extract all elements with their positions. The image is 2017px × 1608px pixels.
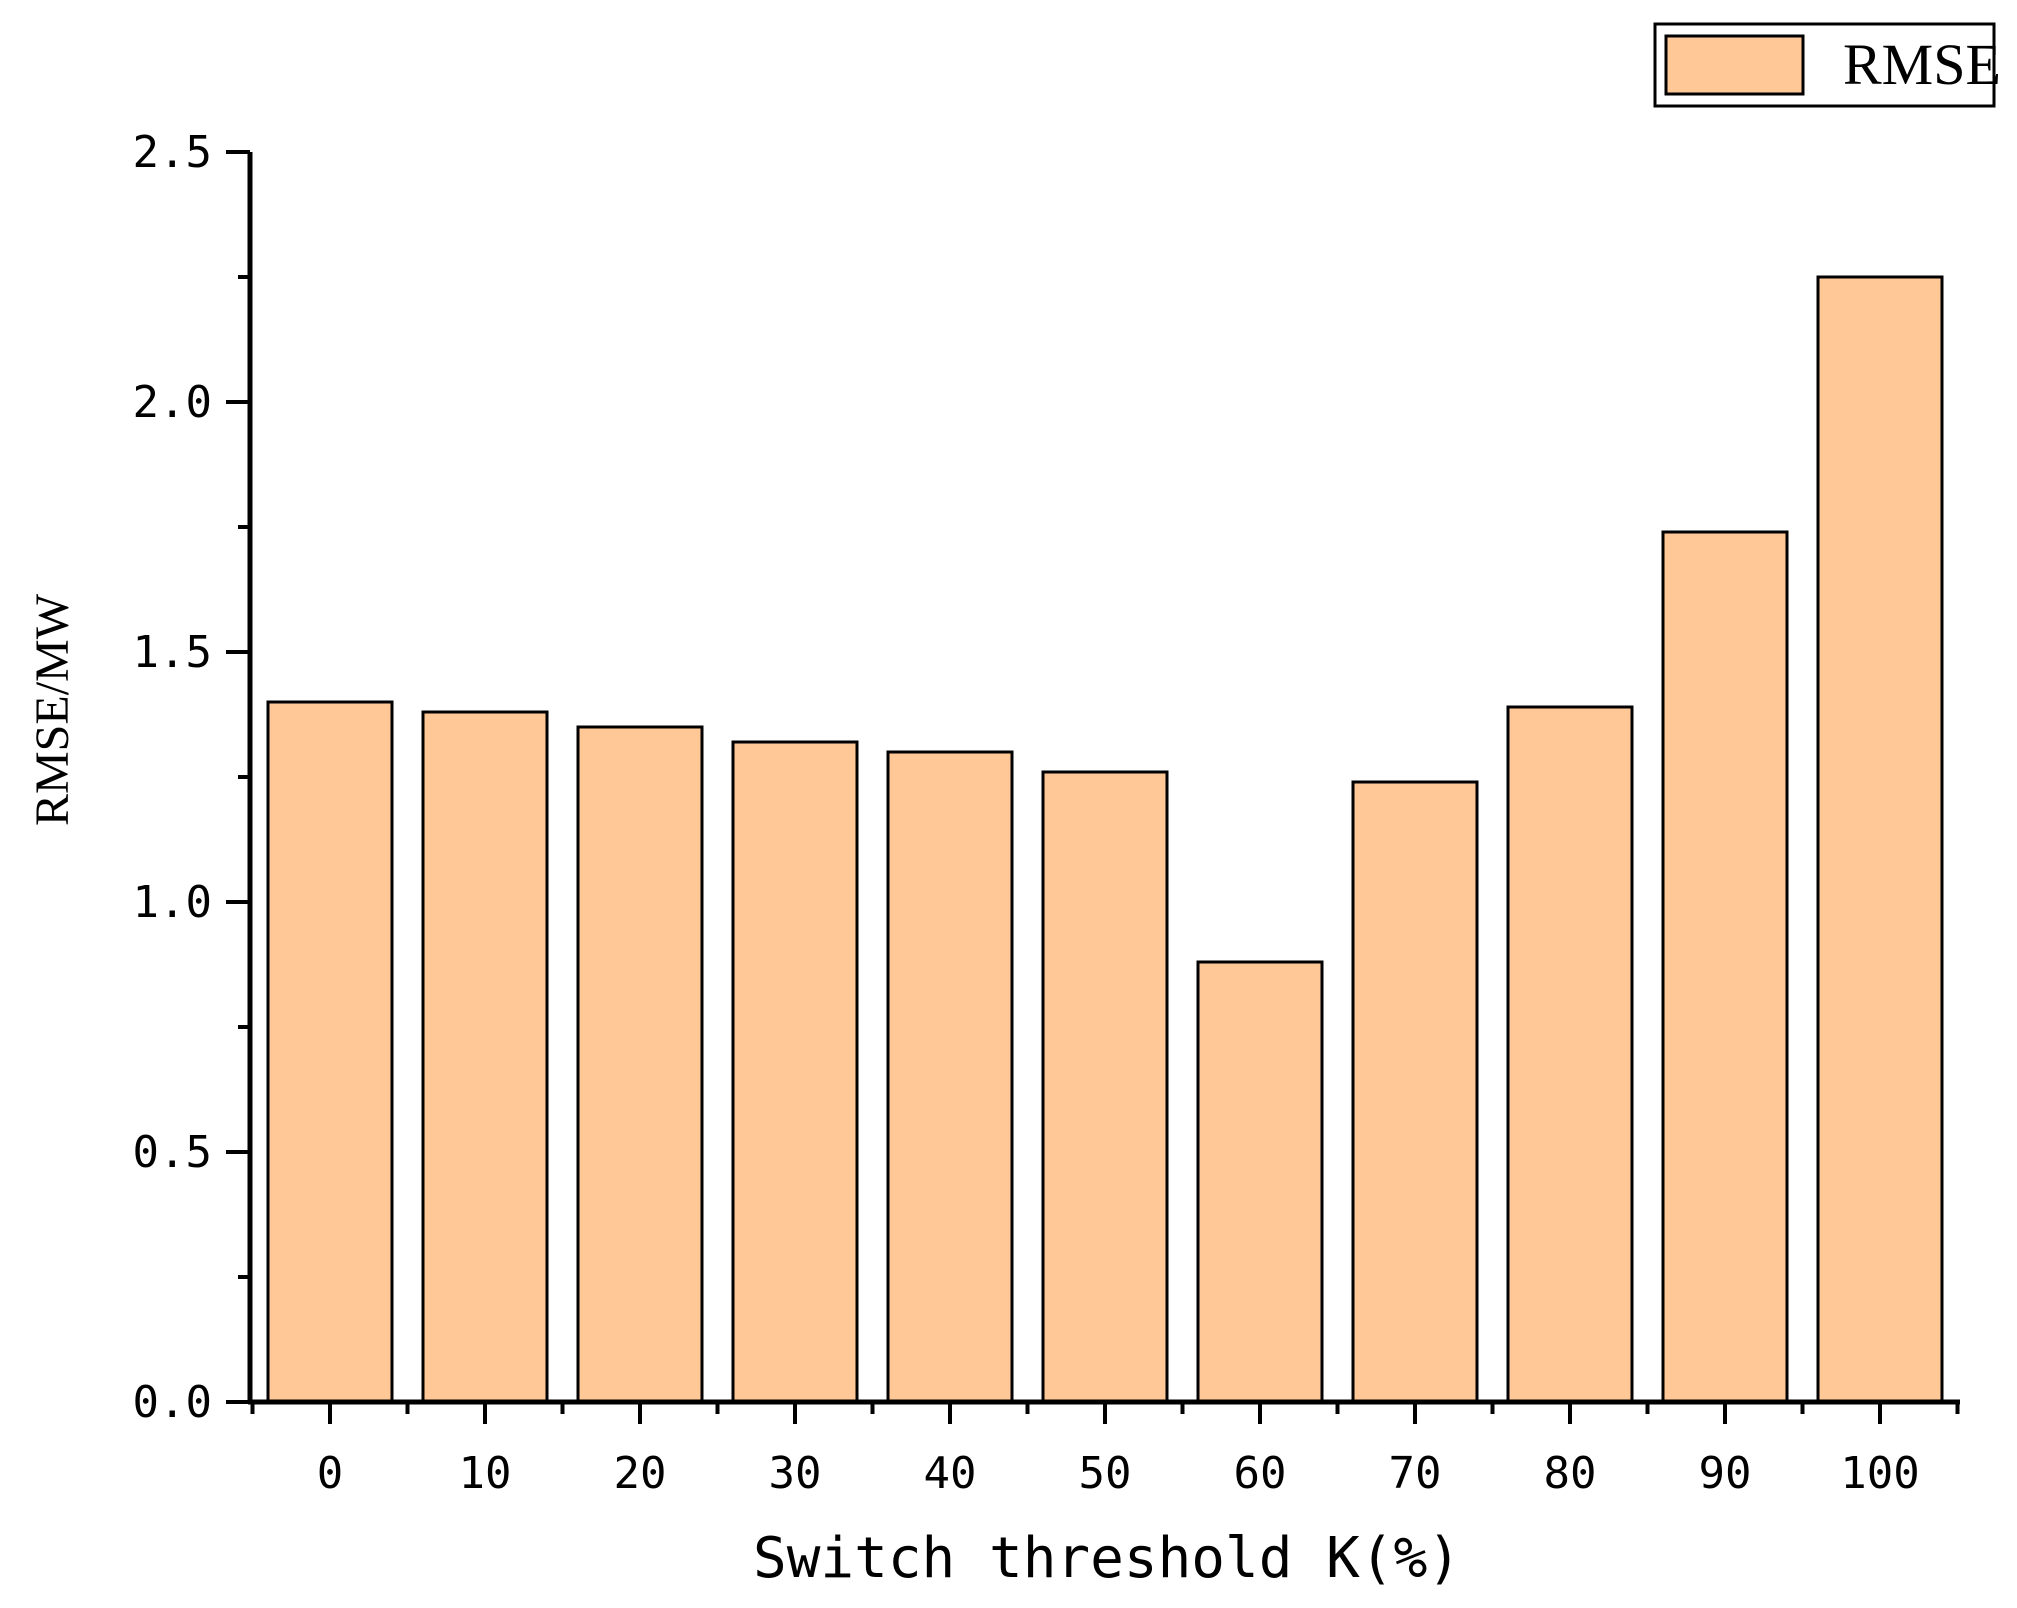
- legend-label: RMSE: [1843, 32, 2001, 97]
- x-tick-label: 30: [769, 1448, 822, 1499]
- x-tick-label: 70: [1389, 1448, 1442, 1499]
- bar-60: [1196, 960, 1324, 1404]
- y-tick-label: 2.5: [133, 127, 212, 178]
- bar-10: [421, 710, 549, 1404]
- bars-layer: [266, 275, 1944, 1404]
- x-tick-label: 50: [1079, 1448, 1132, 1499]
- y-axis-label: RMSE/MW: [26, 593, 79, 826]
- y-ticks: 0.0 0.5 1.0 1.5 2.0 2.5: [133, 127, 250, 1428]
- x-axis-label: Switch threshold K(%): [753, 1526, 1461, 1591]
- bar-40: [886, 750, 1014, 1404]
- bar-30: [731, 740, 859, 1404]
- x-ticks: 0 10 20 30 40 50 60 70 80 90 100: [250, 1402, 1960, 1499]
- x-tick-label: 40: [924, 1448, 977, 1499]
- legend-swatch: [1664, 34, 1805, 96]
- x-tick-label: 100: [1840, 1448, 1919, 1499]
- legend: RMSE: [1653, 22, 2001, 108]
- x-tick-label: 90: [1699, 1448, 1752, 1499]
- x-tick-label: 80: [1544, 1448, 1597, 1499]
- bar-70: [1351, 780, 1479, 1404]
- x-tick-label: 20: [614, 1448, 667, 1499]
- x-tick-label: 60: [1234, 1448, 1287, 1499]
- bar-90: [1661, 530, 1789, 1404]
- y-tick-label: 2.0: [133, 377, 212, 428]
- bar-50: [1041, 770, 1169, 1404]
- y-tick-label: 0.5: [133, 1127, 212, 1178]
- bar-0: [266, 700, 394, 1404]
- bar-80: [1506, 705, 1634, 1404]
- x-tick-label: 10: [459, 1448, 512, 1499]
- bar-20: [576, 725, 704, 1404]
- bar-100: [1816, 275, 1944, 1404]
- x-tick-label: 0: [317, 1448, 344, 1499]
- y-tick-label: 0.0: [133, 1377, 212, 1428]
- y-tick-label: 1.5: [133, 627, 212, 678]
- y-tick-label: 1.0: [133, 877, 212, 928]
